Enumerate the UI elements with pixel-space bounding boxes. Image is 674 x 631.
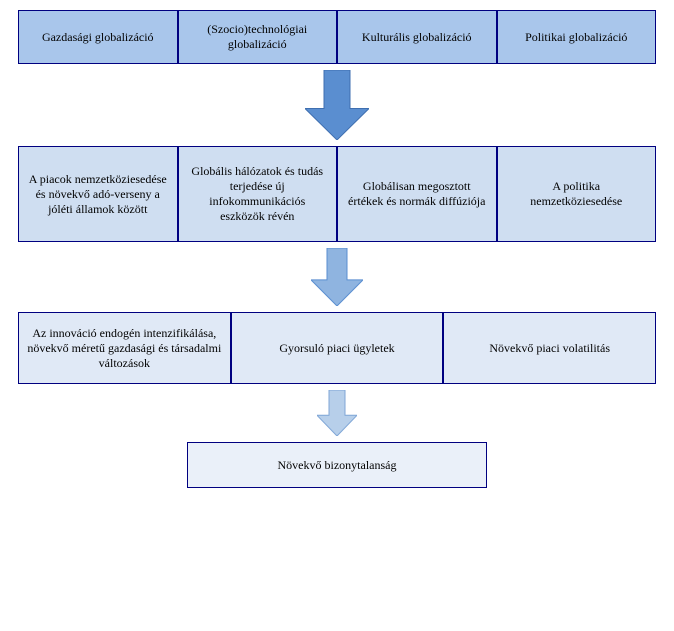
cell-innovation-intensification: Az innováció endogén intenzifikálása, nö… <box>18 312 231 384</box>
arrow-down-2-icon <box>311 248 363 306</box>
arrow-3-wrap <box>18 384 656 442</box>
row-outcome: Növekvő bizonytalanság <box>18 442 656 488</box>
arrow-1-wrap <box>18 64 656 146</box>
cell-global-networks: Globális hálózatok és tudás terjedése új… <box>178 146 338 242</box>
cell-market-volatility: Növekvő piaci volatilitás <box>443 312 656 384</box>
row-globalization-types: Gazdasági globalizáció (Szocio)technológ… <box>18 10 656 64</box>
cell-markets-internationalization: A piacok nemzetköziesedése és növekvő ad… <box>18 146 178 242</box>
arrow-down-3-icon <box>317 390 357 436</box>
cell-accelerating-transactions: Gyorsuló piaci ügyletek <box>231 312 444 384</box>
cell-politics-internationalization: A politika nemzetköziesedése <box>497 146 657 242</box>
row-effects: A piacok nemzetköziesedése és növekvő ad… <box>18 146 656 242</box>
cell-cultural-globalization: Kulturális globalizáció <box>337 10 497 64</box>
cell-political-globalization: Politikai globalizáció <box>497 10 657 64</box>
cell-economic-globalization: Gazdasági globalizáció <box>18 10 178 64</box>
row-consequences: Az innováció endogén intenzifikálása, nö… <box>18 312 656 384</box>
cell-growing-uncertainty: Növekvő bizonytalanság <box>187 442 487 488</box>
cell-shared-values: Globálisan megosztott értékek és normák … <box>337 146 497 242</box>
cell-sociotech-globalization: (Szocio)technológiai globalizáció <box>178 10 338 64</box>
arrow-down-1-icon <box>305 70 369 140</box>
arrow-2-wrap <box>18 242 656 312</box>
